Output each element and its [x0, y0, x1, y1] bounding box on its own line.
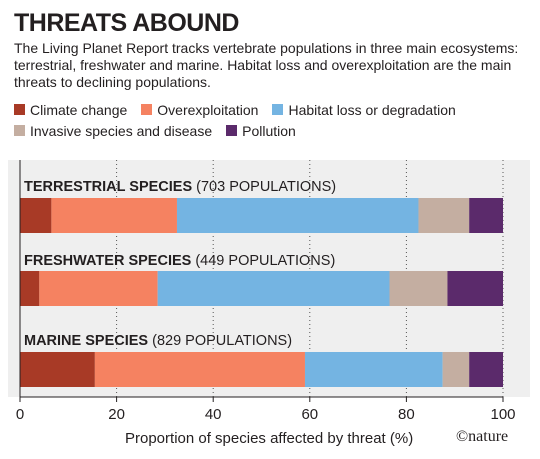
chart-subtitle: The Living Planet Report tracks vertebra…: [14, 40, 519, 90]
x-tick-label-40: 40: [205, 406, 222, 423]
category-population-count: (703 POPULATIONS): [196, 179, 336, 195]
legend-item-habitat: Habitat loss or degradation: [272, 100, 456, 120]
legend-swatch-climate: [14, 104, 25, 115]
category-label-terrestrial: TERRESTRIAL SPECIES (703 POPULATIONS): [24, 179, 336, 195]
legend-item-invasive: Invasive species and disease: [14, 121, 212, 141]
legend-item-overexploitation: Overexploitation: [141, 100, 258, 120]
bar-terrestrial-overexploitation: [51, 198, 177, 233]
category-label-marine: MARINE SPECIES (829 POPULATIONS): [24, 333, 292, 349]
x-tick-label-20: 20: [108, 406, 125, 423]
bar-marine-climate: [20, 352, 95, 387]
legend-label-invasive: Invasive species and disease: [30, 122, 213, 139]
category-name: TERRESTRIAL SPECIES: [24, 179, 196, 195]
legend-swatch-overexploitation: [141, 104, 153, 115]
bar-freshwater-pollution: [447, 271, 503, 306]
legend-row-1: Climate change Overexploitation Habitat …: [14, 99, 529, 120]
legend-swatch-pollution: [226, 125, 238, 136]
category-name: FRESHWATER SPECIES: [24, 253, 195, 269]
nature-credit: ©nature: [456, 428, 509, 445]
x-tick-label-60: 60: [301, 406, 318, 423]
x-tick-label-0: 0: [16, 406, 24, 423]
legend-label-climate: Climate change: [30, 101, 128, 118]
legend-swatch-invasive: [14, 125, 25, 136]
legend-label-habitat: Habitat loss or degradation: [288, 101, 456, 118]
legend: Climate change Overexploitation Habitat …: [14, 99, 529, 141]
bar-freshwater-climate: [20, 271, 40, 306]
bar-terrestrial-climate: [20, 198, 52, 233]
legend-label-pollution: Pollution: [242, 122, 296, 139]
category-label-freshwater: FRESHWATER SPECIES (449 POPULATIONS): [24, 253, 335, 269]
legend-swatch-habitat: [272, 104, 284, 115]
bar-freshwater-invasive: [389, 271, 448, 306]
bar-freshwater-habitat: [157, 271, 390, 306]
x-axis-label: Proportion of species affected by threat…: [125, 430, 413, 447]
bar-marine-pollution: [469, 352, 503, 387]
bar-terrestrial-pollution: [469, 198, 503, 233]
bar-terrestrial-habitat: [176, 198, 419, 233]
bar-freshwater-overexploitation: [39, 271, 158, 306]
legend-row-2: Invasive species and disease Pollution: [14, 120, 529, 141]
category-population-count: (829 POPULATIONS): [152, 333, 292, 349]
bar-marine-invasive: [442, 352, 470, 387]
legend-item-climate: Climate change: [14, 100, 127, 120]
bar-marine-habitat: [304, 352, 443, 387]
bar-terrestrial-invasive: [418, 198, 470, 233]
category-name: MARINE SPECIES: [24, 333, 152, 349]
legend-item-pollution: Pollution: [226, 121, 296, 141]
category-population-count: (449 POPULATIONS): [195, 253, 335, 269]
x-tick-label-80: 80: [398, 406, 415, 423]
bar-marine-overexploitation: [94, 352, 305, 387]
chart-title: THREATS ABOUND: [14, 9, 239, 37]
legend-label-overexploitation: Overexploitation: [157, 101, 259, 118]
x-tick-label-100: 100: [490, 406, 515, 423]
